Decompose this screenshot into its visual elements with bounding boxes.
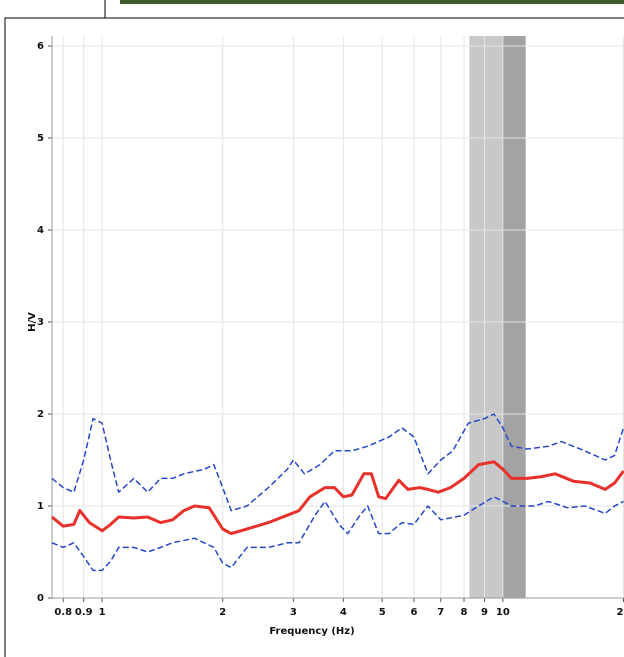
y-tick-label: 1 bbox=[37, 501, 44, 512]
y-tick-label: 6 bbox=[37, 41, 44, 52]
x-tick-label: 1 bbox=[99, 607, 106, 618]
x-tick-label: 0.8 bbox=[54, 607, 72, 618]
x-tick-label: 20 bbox=[617, 607, 624, 618]
series-line bbox=[51, 496, 624, 572]
frequency-band bbox=[502, 36, 526, 598]
x-axis-label: Frequency (Hz) bbox=[269, 626, 354, 637]
x-tick-label: 0.9 bbox=[75, 607, 93, 618]
x-tick-label: 8 bbox=[461, 607, 468, 618]
y-tick-label: 3 bbox=[37, 317, 44, 328]
x-tick-label: 9 bbox=[481, 607, 488, 618]
frame bbox=[4, 17, 624, 657]
x-tick-label: 4 bbox=[340, 607, 347, 618]
photo-strip bbox=[120, 0, 624, 4]
y-tick-label: 2 bbox=[37, 409, 44, 420]
y-tick-label: 4 bbox=[37, 225, 44, 236]
x-tick-label: 3 bbox=[290, 607, 297, 618]
frequency-band bbox=[469, 36, 503, 598]
y-tick-label: 5 bbox=[37, 133, 44, 144]
y-axis-label: H/V bbox=[27, 312, 38, 332]
y-tick-label: 0 bbox=[37, 593, 44, 604]
x-tick-label: 5 bbox=[379, 607, 386, 618]
series-line bbox=[51, 460, 624, 536]
x-tick-label: 10 bbox=[496, 607, 510, 618]
x-tick-label: 2 bbox=[219, 607, 226, 618]
series-line bbox=[51, 413, 624, 512]
x-tick-label: 6 bbox=[410, 607, 417, 618]
x-tick-label: 7 bbox=[437, 607, 444, 618]
